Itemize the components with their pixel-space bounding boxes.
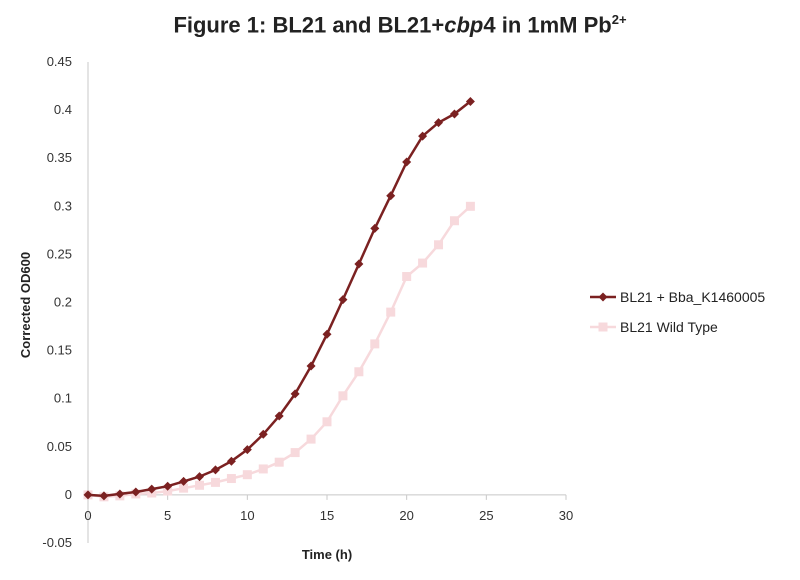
data-point bbox=[418, 258, 428, 268]
data-point bbox=[163, 481, 173, 491]
data-point bbox=[242, 445, 252, 455]
axes bbox=[87, 62, 566, 543]
y-tick-label: 0.4 bbox=[54, 102, 72, 117]
y-tick-label: 0.45 bbox=[47, 54, 72, 69]
y-tick-label: 0.35 bbox=[47, 150, 72, 165]
data-point bbox=[131, 487, 141, 497]
y-axis-title: Corrected OD600 bbox=[18, 252, 33, 358]
data-point bbox=[258, 464, 268, 474]
data-point bbox=[210, 477, 220, 487]
y-tick-labels: -0.05 0 0.05 0.1 0.15 0.2 0.25 0.3 0.35 0.4 0.45 bbox=[42, 54, 72, 550]
data-point bbox=[226, 456, 236, 466]
data-point bbox=[195, 472, 205, 482]
series-line bbox=[87, 205, 472, 499]
data-point bbox=[306, 434, 316, 444]
legend-marker bbox=[598, 322, 608, 332]
data-point bbox=[179, 476, 189, 486]
data-point bbox=[99, 491, 109, 501]
data-point bbox=[449, 216, 459, 226]
title-prefix: Figure 1: BL21 and BL21+ bbox=[173, 12, 445, 38]
title-mid: 4 in 1mM Pb bbox=[483, 12, 612, 38]
data-point bbox=[258, 429, 268, 439]
y-tick-label: 0.3 bbox=[54, 198, 72, 213]
x-tick-label: 0 bbox=[84, 508, 91, 523]
data-point bbox=[306, 361, 316, 371]
legend: BL21 + Bba_K1460005 BL21 Wild Type bbox=[590, 289, 765, 335]
data-point bbox=[370, 223, 380, 233]
data-point bbox=[354, 259, 364, 269]
data-point bbox=[465, 96, 475, 106]
title-italic: cbp bbox=[444, 12, 484, 38]
y-tick-label: 0.15 bbox=[47, 343, 72, 358]
legend-marker bbox=[598, 292, 608, 302]
x-tick-label: 5 bbox=[164, 508, 171, 523]
y-tick-label: 0.25 bbox=[47, 246, 72, 261]
chart-title: Figure 1: BL21 and BL21+cbp4 in 1mM Pb2+ bbox=[0, 12, 800, 38]
data-point bbox=[147, 484, 157, 494]
data-point bbox=[386, 191, 396, 201]
x-tick-labels: 0 5 10 15 20 25 30 bbox=[84, 494, 573, 523]
legend-item: BL21 Wild Type bbox=[590, 319, 718, 335]
y-tick-label: 0 bbox=[65, 487, 72, 502]
data-point bbox=[402, 157, 412, 167]
data-point bbox=[434, 118, 444, 128]
x-axis-title: Time (h) bbox=[302, 547, 352, 562]
title-superscript: 2+ bbox=[611, 12, 627, 27]
data-point bbox=[274, 411, 284, 421]
data-point bbox=[370, 339, 380, 349]
y-tick-label: -0.05 bbox=[42, 535, 72, 550]
data-point bbox=[402, 272, 412, 282]
data-point bbox=[434, 240, 444, 250]
legend-label: BL21 Wild Type bbox=[620, 319, 718, 335]
data-point bbox=[386, 307, 396, 317]
data-point bbox=[290, 389, 300, 399]
series-layer bbox=[83, 96, 475, 502]
data-point bbox=[83, 490, 93, 500]
data-point bbox=[465, 201, 475, 211]
data-point bbox=[226, 474, 236, 484]
x-tick-label: 10 bbox=[240, 508, 254, 523]
legend-label: BL21 + Bba_K1460005 bbox=[620, 289, 765, 305]
data-point bbox=[354, 367, 364, 377]
data-point bbox=[418, 131, 428, 141]
series-1 bbox=[83, 96, 475, 501]
data-point bbox=[115, 489, 125, 499]
data-point bbox=[195, 480, 205, 490]
data-point bbox=[210, 465, 220, 475]
x-tick-label: 15 bbox=[320, 508, 334, 523]
x-tick-label: 25 bbox=[479, 508, 493, 523]
data-point bbox=[322, 417, 332, 427]
data-point bbox=[274, 457, 284, 467]
data-point bbox=[290, 448, 300, 458]
x-tick-label: 20 bbox=[399, 508, 413, 523]
x-tick-label: 30 bbox=[559, 508, 573, 523]
y-tick-label: 0.2 bbox=[54, 295, 72, 310]
y-tick-label: 0.05 bbox=[47, 439, 72, 454]
data-point bbox=[449, 109, 459, 119]
data-point bbox=[338, 391, 348, 401]
y-tick-label: 0.1 bbox=[54, 391, 72, 406]
data-point bbox=[338, 295, 348, 305]
series-line bbox=[87, 100, 472, 498]
data-point bbox=[242, 470, 252, 480]
data-point bbox=[163, 486, 173, 496]
data-point bbox=[179, 483, 189, 493]
series-2 bbox=[83, 201, 475, 502]
legend-item: BL21 + Bba_K1460005 bbox=[590, 289, 765, 305]
data-point bbox=[322, 329, 332, 339]
